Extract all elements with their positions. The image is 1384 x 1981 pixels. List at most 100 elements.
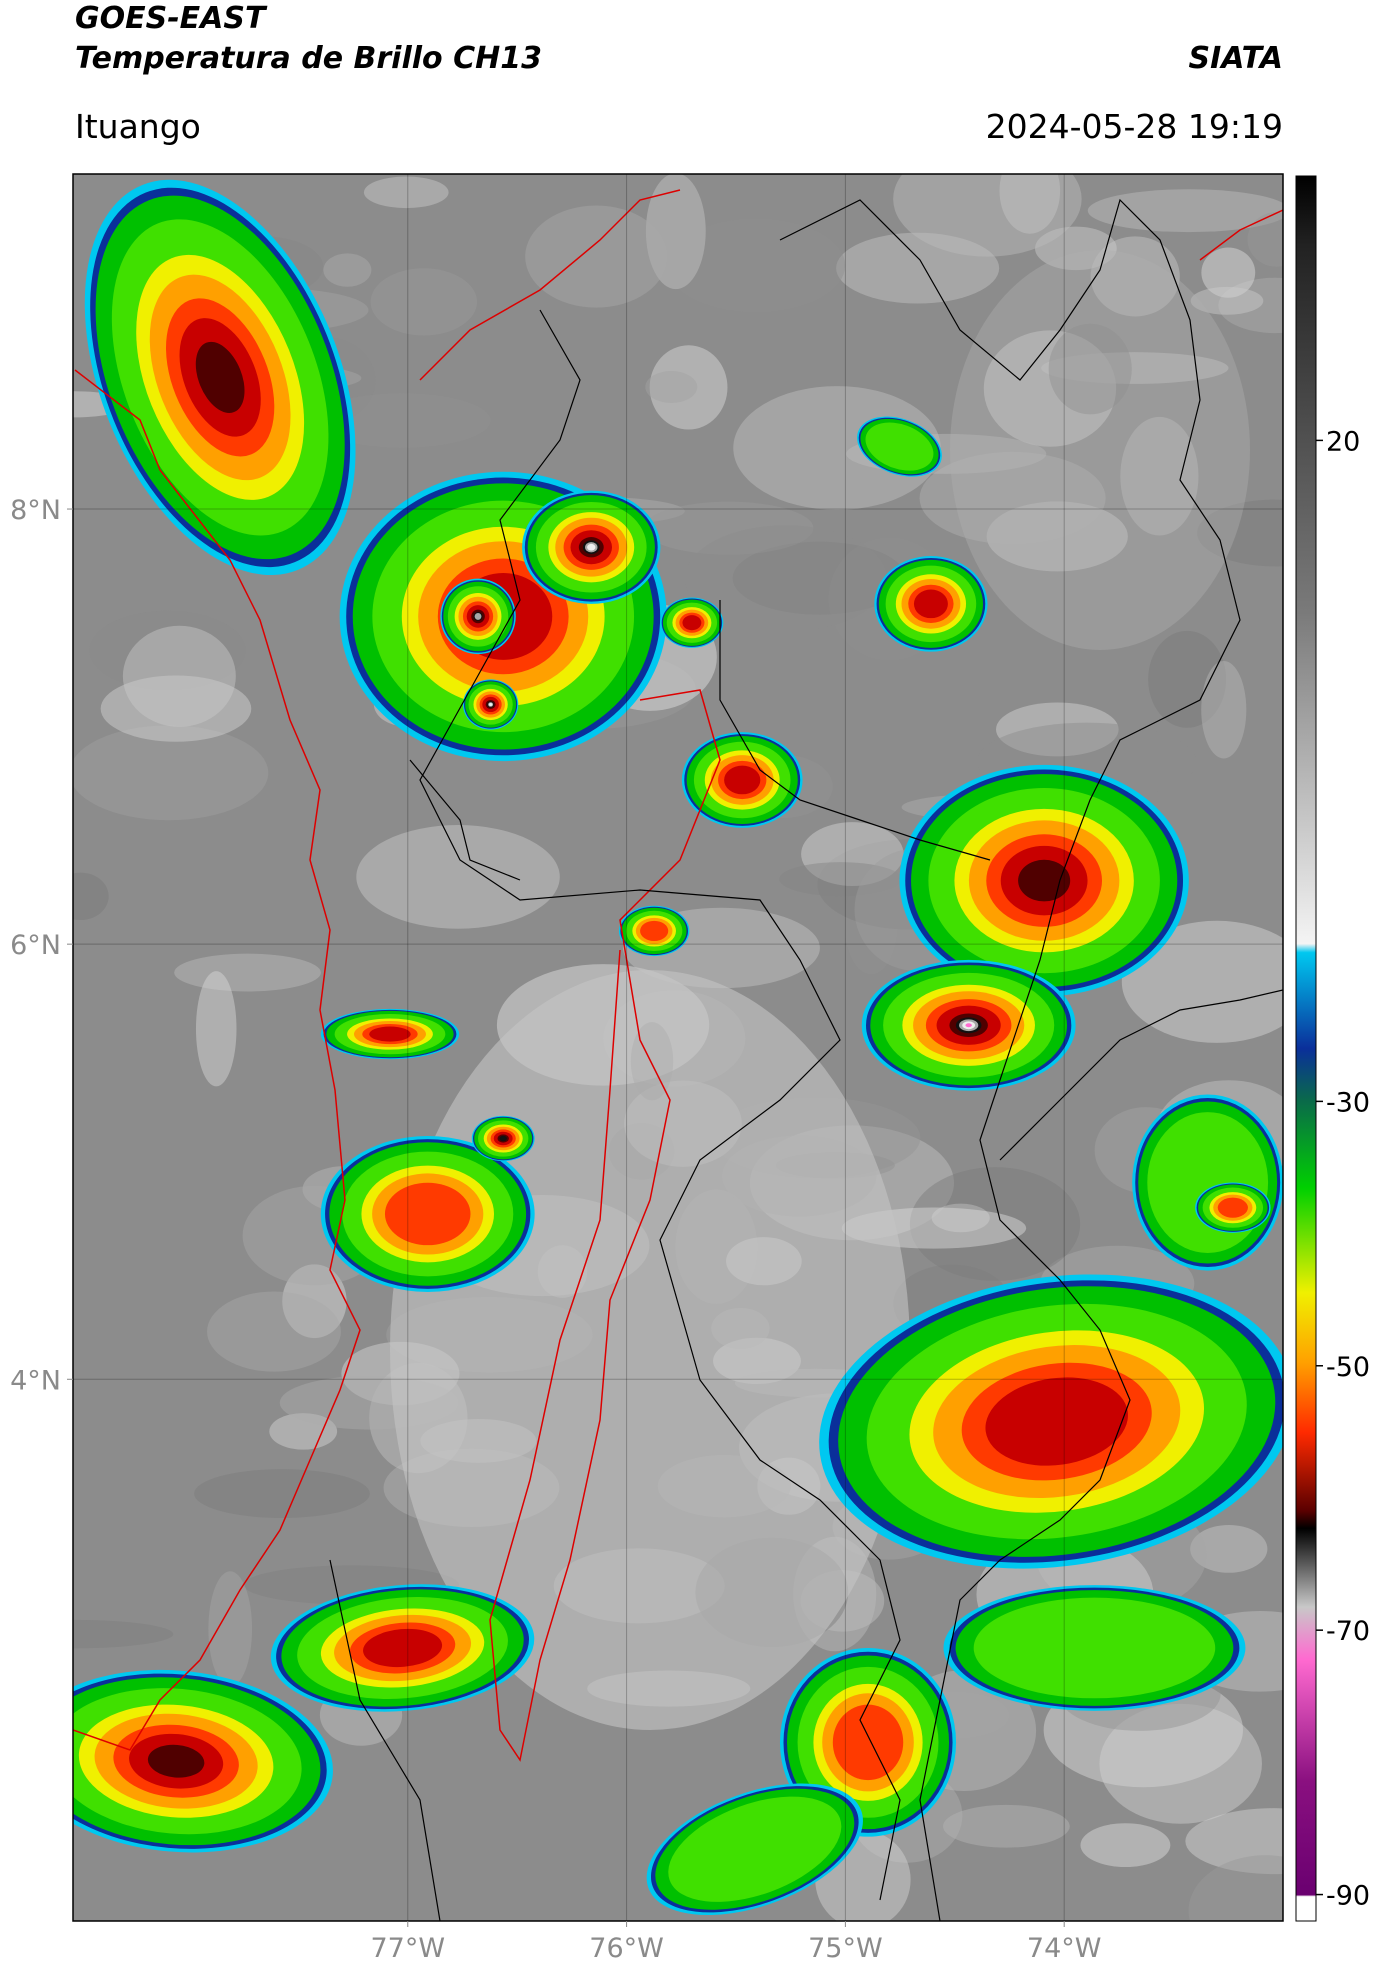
storm-level xyxy=(832,1704,904,1781)
source: SIATA xyxy=(1189,41,1283,76)
colorbar-tick-label: -90 xyxy=(1326,1881,1370,1912)
storm xyxy=(84,179,356,575)
storm xyxy=(270,1584,535,1712)
x-tick-label: 76°W xyxy=(589,1933,664,1964)
cloud xyxy=(1090,236,1180,317)
cloud xyxy=(1035,226,1117,271)
cloud xyxy=(801,822,904,886)
cloud xyxy=(1190,286,1264,315)
y-tick-label: 6°N xyxy=(10,930,61,961)
cloud xyxy=(943,1804,1070,1848)
cloud xyxy=(1120,416,1199,536)
cloud xyxy=(986,501,1128,572)
cloud xyxy=(73,872,109,921)
storm xyxy=(618,905,690,957)
storm xyxy=(462,679,519,730)
x-tick-label: 77°W xyxy=(370,1933,445,1964)
cloud xyxy=(208,1571,253,1687)
axis-labels: 77°W 76°W 75°W 74°W 4°N 6°N 8°N 20 -30 -50 -70 -90 xyxy=(10,426,1370,1964)
storms xyxy=(73,179,1283,1916)
cloud xyxy=(356,825,560,929)
x-tick-label: 74°W xyxy=(1027,1933,1102,1964)
storm-level xyxy=(488,702,493,706)
storm xyxy=(861,959,1076,1091)
storm xyxy=(646,1783,863,1916)
storm xyxy=(1195,1182,1271,1233)
cloud xyxy=(950,250,1250,650)
cloud xyxy=(836,232,1000,304)
cloud xyxy=(1048,323,1132,415)
cloud xyxy=(1218,277,1283,334)
cloud xyxy=(194,1469,370,1519)
storm-level xyxy=(474,613,482,620)
cloud xyxy=(73,725,269,821)
colorbar xyxy=(1295,175,1317,1922)
datetime: 2024-05-28 19:19 xyxy=(986,107,1283,146)
storm xyxy=(819,1274,1283,1569)
storm-level xyxy=(369,1026,411,1042)
cloud xyxy=(1247,212,1283,267)
cloud xyxy=(1201,660,1247,759)
cloud xyxy=(844,873,898,975)
cloud xyxy=(269,1413,338,1450)
cloud xyxy=(645,174,706,290)
storm xyxy=(943,1585,1246,1711)
storm xyxy=(1132,1094,1283,1271)
storm xyxy=(471,1115,535,1162)
storm-level xyxy=(1018,859,1071,902)
storm-level xyxy=(973,1597,1216,1699)
storm xyxy=(440,578,516,655)
subtitle: Temperatura de Brillo CH13 xyxy=(75,41,542,76)
title: GOES-EAST xyxy=(75,1,268,36)
storm-level xyxy=(384,1182,471,1246)
location: Ituango xyxy=(75,107,201,146)
storm-level xyxy=(865,422,934,471)
cloud xyxy=(282,1264,347,1339)
cloud xyxy=(999,174,1061,234)
cloud xyxy=(323,253,372,287)
cloud xyxy=(1080,1823,1171,1868)
cloud xyxy=(525,205,668,308)
storm-level xyxy=(1147,1112,1269,1253)
cloud xyxy=(732,541,907,615)
cloud xyxy=(73,1619,174,1649)
cloud xyxy=(1197,499,1283,567)
storm-level xyxy=(1217,1197,1248,1218)
y-tick-label: 8°N xyxy=(10,495,61,526)
storm-level xyxy=(195,341,245,413)
storm-level xyxy=(682,615,702,631)
cloud xyxy=(1099,1703,1262,1824)
y-tick-label: 4°N xyxy=(10,1365,61,1396)
storm xyxy=(681,732,803,828)
storm xyxy=(320,1008,460,1060)
storm-level xyxy=(965,1023,972,1028)
cloud xyxy=(1121,920,1283,1043)
storm xyxy=(522,490,661,604)
x-tick-label: 75°W xyxy=(808,1933,883,1964)
cloud xyxy=(983,330,1117,447)
colorbar-tick-label: -30 xyxy=(1326,1087,1370,1118)
cloud xyxy=(643,501,814,555)
cloud xyxy=(370,268,478,336)
cloud xyxy=(779,862,902,897)
storm xyxy=(874,556,988,652)
storm xyxy=(73,1669,333,1853)
satellite-image xyxy=(73,174,1283,1921)
cloud xyxy=(645,371,698,403)
map-frame xyxy=(72,173,1284,1922)
cloud xyxy=(313,393,491,448)
cloud xyxy=(390,970,910,1730)
cloud xyxy=(931,1203,990,1233)
cloud xyxy=(1201,247,1256,298)
cloud xyxy=(995,702,1119,757)
graticule xyxy=(73,174,1283,1921)
storm-level xyxy=(499,1135,507,1142)
cloud xyxy=(919,451,1106,545)
borders xyxy=(73,189,1283,1921)
storm-level xyxy=(640,920,669,941)
storm xyxy=(899,764,1189,997)
cloud xyxy=(1190,1524,1268,1573)
colorbar-tick-label: -50 xyxy=(1326,1352,1370,1383)
cloud xyxy=(649,345,728,430)
